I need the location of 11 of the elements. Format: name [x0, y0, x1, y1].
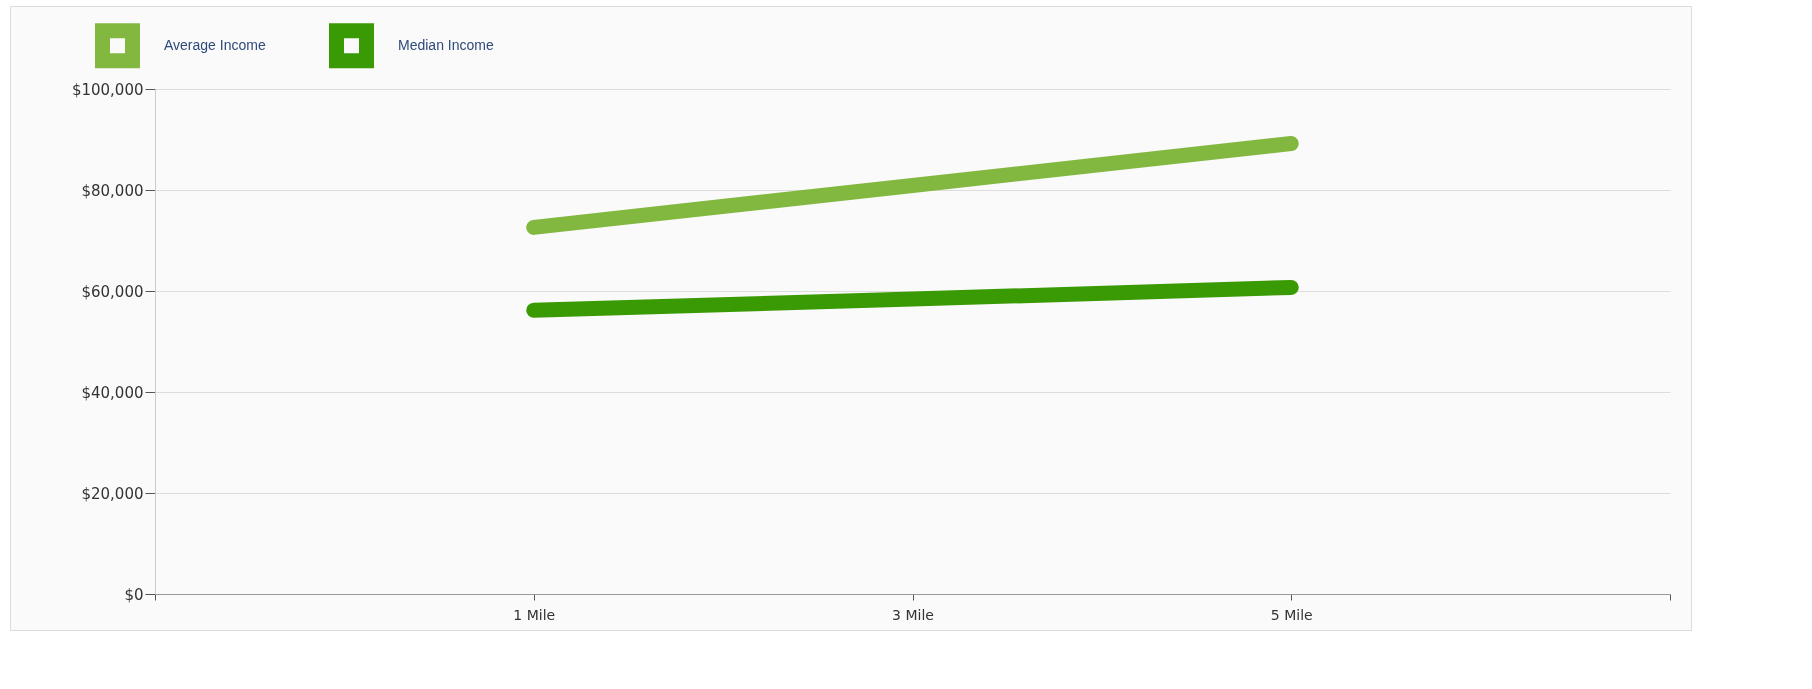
- y-tick-label: $100,000: [71, 80, 144, 99]
- y-tick-label: $20,000: [81, 484, 144, 503]
- x-tick-label: 3 Mile: [892, 606, 934, 623]
- x-tick-label: 1 Mile: [513, 606, 556, 623]
- y-tick-label: $80,000: [81, 181, 144, 200]
- legend-label: Median Income: [398, 36, 494, 53]
- y-tick-label: $60,000: [81, 282, 144, 301]
- x-tick-label: 5 Mile: [1270, 606, 1313, 623]
- legend-label: Average Income: [164, 36, 266, 53]
- y-tick-label: $40,000: [81, 383, 144, 402]
- y-tick-label: $0: [124, 585, 144, 604]
